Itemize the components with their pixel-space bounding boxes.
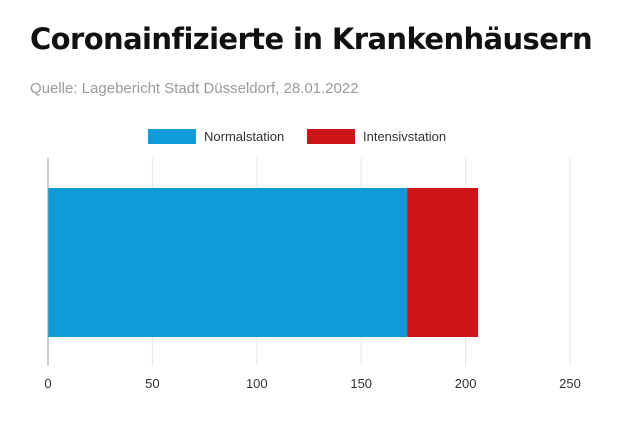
- x-tick-label: 50: [145, 376, 159, 391]
- bar-normalstation: [48, 188, 408, 337]
- legend-swatch-normalstation: [148, 129, 196, 144]
- bar-intensivstation: [407, 188, 479, 337]
- x-tick-label: 150: [350, 376, 372, 391]
- x-tick-label: 250: [559, 376, 581, 391]
- x-tick-label: 200: [455, 376, 477, 391]
- legend: Normalstation Intensivstation: [0, 129, 640, 149]
- legend-swatch-intensivstation: [307, 129, 355, 144]
- x-tick-label: 100: [246, 376, 268, 391]
- legend-label-normalstation: Normalstation: [204, 129, 285, 144]
- chart-title: Coronainfizierte in Krankenhäusern: [30, 22, 593, 56]
- legend-item-normalstation: Normalstation: [148, 129, 284, 144]
- chart-subtitle: Quelle: Lagebericht Stadt Düsseldorf, 28…: [30, 80, 359, 97]
- legend-item-intensivstation: Intensivstation: [307, 129, 446, 144]
- legend-label-intensivstation: Intensivstation: [363, 129, 447, 144]
- x-tick-label: 0: [44, 376, 51, 391]
